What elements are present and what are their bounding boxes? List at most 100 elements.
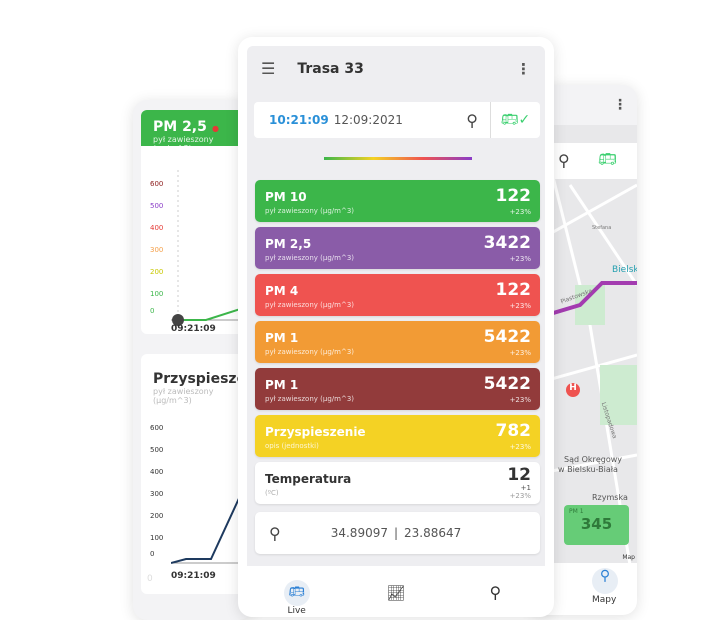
y-tick: 100 [150, 534, 164, 542]
y-tick: 300 [150, 490, 164, 498]
y-tick: 0 [150, 550, 155, 558]
map-pin-icon[interactable]: ⚲ [592, 568, 618, 594]
card-title: Temperatura [265, 472, 352, 486]
card-change-secondary: +23% [509, 492, 531, 500]
current-date: 12:09:2021 [333, 113, 403, 127]
chart-subtitle: pył zawieszony (µg/m^3) [153, 135, 214, 153]
coordinates-card: ⚲ 34.89097 | 23.88647 [255, 512, 540, 554]
y-tick: 500 [150, 202, 164, 210]
page-title: Trasa 33 [297, 60, 364, 77]
card-value: 122 [495, 280, 532, 300]
bus-check-icon[interactable]: 🚌︎✓ [490, 102, 540, 138]
map-label: Rzymska [592, 493, 628, 502]
y-tick: 0 [150, 307, 155, 315]
y-tick: 500 [150, 446, 164, 454]
y-tick: 600 [150, 180, 164, 188]
time-card: 10:21:09 12:09:2021 ⚲ 🚌︎✓ [254, 102, 540, 138]
card-change: +23% [509, 255, 531, 263]
card-change: +23% [509, 396, 531, 404]
latitude: 34.89097 [330, 526, 388, 540]
card-change: +23% [509, 443, 531, 451]
longitude: 23.88647 [404, 526, 462, 540]
scale-gradient-bar [324, 157, 472, 160]
y-tick: 400 [150, 468, 164, 476]
y-tick: 300 [150, 246, 164, 254]
card-change: +1 [520, 484, 531, 492]
nav-map[interactable]: ⚲ [446, 572, 545, 617]
pm25-chart-card[interactable]: PM 2,5 ● pył zawieszony (µg/m^3) 600 500 … [141, 110, 253, 334]
map-label: Bielsk [612, 265, 637, 275]
card-subtitle: pył zawieszony (µg/m^3) [265, 254, 355, 262]
card-value: 3422 [483, 233, 531, 253]
app-header: ☰ Trasa 33 ⋮ [247, 46, 545, 91]
card-value: 12 [507, 465, 531, 485]
nav-live[interactable]: 🚌︎ Live [247, 572, 346, 617]
x-tick: 09:21:09 [171, 324, 216, 334]
card-title: PM 4 [265, 284, 299, 298]
nav-maps-label[interactable]: Mapy [592, 595, 617, 605]
corner-label: 0 [147, 574, 153, 584]
pm1-map-overlay[interactable]: PM 1 345 [564, 505, 629, 545]
bottom-nav: 🚌︎ Live 📈︎ ⚲ [247, 572, 545, 617]
location-pin-icon: ⚲ [269, 523, 281, 543]
card-title: PM 1 [265, 378, 299, 392]
hospital-icon: H [566, 383, 580, 397]
measurement-card[interactable]: PM 1 pył zawieszony (µg/m^3) 5422 +23% [255, 321, 540, 363]
trending-chart-icon: 📈︎ [386, 584, 406, 602]
acceleration-chart-card[interactable]: Przyspieszeniepył zawieszony (µg/m^3) 60… [141, 354, 253, 594]
card-title: PM 10 [265, 190, 307, 204]
main-phone-live: ☰ Trasa 33 ⋮ 10:21:09 12:09:2021 ⚲ 🚌︎✓ P… [238, 37, 554, 617]
location-pin-icon[interactable]: ⚲ [558, 151, 570, 170]
card-value: 122 [495, 186, 532, 206]
y-tick: 400 [150, 224, 164, 232]
card-unit: (ºC) [265, 489, 279, 497]
current-time: 10:21:09 [269, 113, 329, 127]
card-title: Przyspieszenie [265, 425, 366, 439]
card-subtitle: pył zawieszony (µg/m^3) [265, 348, 355, 356]
card-subtitle: pył zawieszony (µg/m^3) [265, 207, 355, 215]
measurement-card[interactable]: PM 4 pył zawieszony (µg/m^3) 122 +23% [255, 274, 540, 316]
card-value: 5422 [483, 374, 531, 394]
y-tick: 600 [150, 424, 164, 432]
card-change: +23% [509, 302, 531, 310]
data-point [172, 314, 184, 326]
chart-title: PM 2,5 [153, 119, 207, 135]
x-tick: 09:21:09 [171, 571, 216, 581]
measurement-card[interactable]: PM 10 pył zawieszony (µg/m^3) 122 +23% [255, 180, 540, 222]
chart-subtitle: pył zawieszony (µg/m^3) [153, 387, 214, 405]
more-menu-icon[interactable]: ⋮ [516, 59, 531, 78]
card-value: 5422 [483, 327, 531, 347]
card-title: PM 1 [265, 331, 299, 345]
card-value: 782 [495, 421, 532, 441]
route-line [530, 281, 637, 322]
card-title: PM 2,5 [265, 237, 312, 251]
map-label: w Bielsku-Biała [558, 465, 618, 474]
nav-charts[interactable]: 📈︎ [346, 572, 445, 617]
measurement-card[interactable]: PM 1 pył zawieszony (µg/m^3) 5422 +23% [255, 368, 540, 410]
y-tick: 100 [150, 290, 164, 298]
series-line [178, 304, 253, 321]
location-pin-icon[interactable]: ⚲ [466, 110, 478, 130]
map-pin-icon: ⚲ [489, 583, 502, 602]
bus-check-icon[interactable]: 🚌︎ [598, 150, 618, 168]
pm25-line-chart [171, 170, 253, 326]
card-subtitle: opis (jednostki) [265, 442, 319, 450]
card-subtitle: pył zawieszony (µg/m^3) [265, 395, 355, 403]
card-change: +23% [509, 349, 531, 357]
more-menu-icon[interactable]: ⋮ [613, 97, 627, 113]
measurement-card[interactable]: Przyspieszenie opis (jednostki) 782 +23% [255, 415, 540, 457]
card-subtitle: pył zawieszony (µg/m^3) [265, 301, 355, 309]
measurement-card[interactable]: PM 2,5 pył zawieszony (µg/m^3) 3422 +23% [255, 227, 540, 269]
separator: | [393, 526, 399, 540]
y-tick: 200 [150, 268, 164, 276]
card-change: +23% [509, 208, 531, 216]
left-phone-charts: PM 2,5 ● pył zawieszony (µg/m^3) 600 500 … [133, 100, 253, 620]
map-label: Stefana [592, 225, 612, 231]
temperature-card[interactable]: Temperatura (ºC) 12 +1 +23% [255, 462, 540, 504]
y-tick: 200 [150, 512, 164, 520]
bus-icon: 🚌︎ [283, 580, 310, 606]
hamburger-menu-icon[interactable]: ☰ [261, 59, 276, 78]
chart-title: Przyspieszenie [153, 371, 253, 387]
map-label: Sąd Okręgowy [564, 455, 622, 464]
map-attribution: Map [622, 554, 635, 561]
